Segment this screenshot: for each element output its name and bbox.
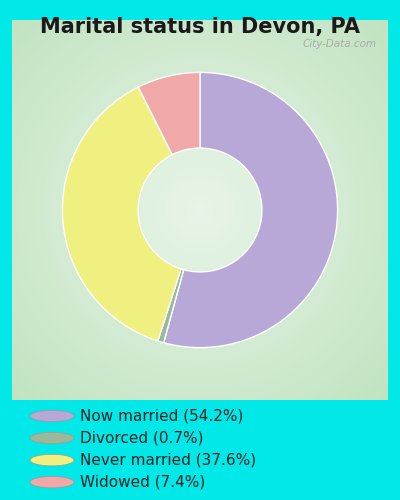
Wedge shape <box>62 87 181 341</box>
Text: City-Data.com: City-Data.com <box>302 39 377 49</box>
Text: Never married (37.6%): Never married (37.6%) <box>80 452 256 468</box>
Wedge shape <box>158 269 184 342</box>
Circle shape <box>30 476 74 488</box>
Circle shape <box>30 410 74 422</box>
Circle shape <box>30 432 74 444</box>
Text: Now married (54.2%): Now married (54.2%) <box>80 408 243 424</box>
Text: Widowed (7.4%): Widowed (7.4%) <box>80 474 205 490</box>
Text: Divorced (0.7%): Divorced (0.7%) <box>80 430 204 446</box>
Circle shape <box>30 454 74 466</box>
Text: Marital status in Devon, PA: Marital status in Devon, PA <box>40 16 360 36</box>
Wedge shape <box>138 72 200 154</box>
Wedge shape <box>164 72 338 347</box>
